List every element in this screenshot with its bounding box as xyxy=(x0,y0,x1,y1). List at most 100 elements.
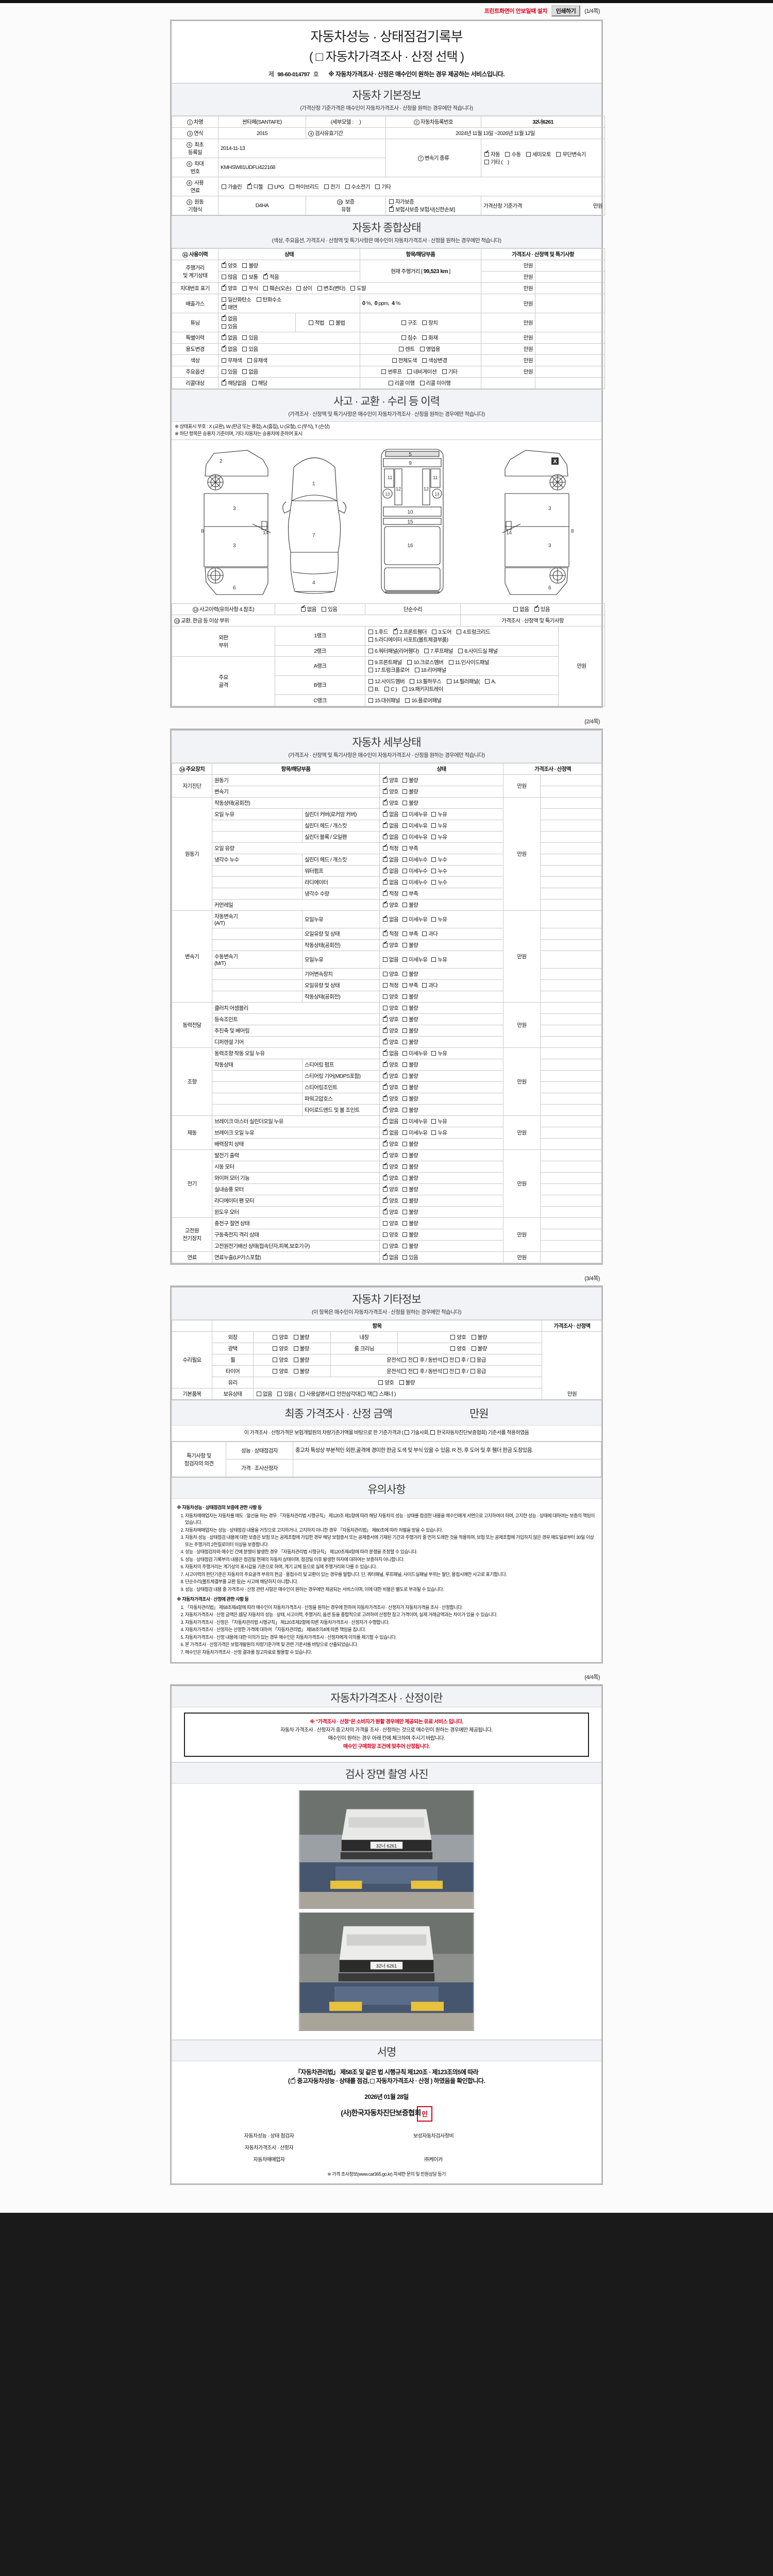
state-option[interactable]: 불량 xyxy=(401,1219,418,1227)
state-option[interactable]: 양호 xyxy=(382,1162,399,1171)
state-option[interactable]: 있음 xyxy=(401,1253,418,1261)
state-option[interactable]: 불량 xyxy=(401,1106,418,1114)
usechange-business[interactable]: 영업용 xyxy=(419,345,440,353)
state-option[interactable]: 불량 xyxy=(401,1140,418,1148)
state-option[interactable]: 누유 xyxy=(430,956,447,963)
frame-wheel-house[interactable]: 13.휠하우스 xyxy=(409,677,442,685)
mileage-normal[interactable]: 보통 xyxy=(241,273,258,281)
detail-remark-cell[interactable] xyxy=(540,865,603,877)
state-option[interactable]: 누수 xyxy=(430,867,447,875)
tuning-device[interactable]: 장치 xyxy=(421,319,438,327)
panel-hood[interactable]: 1.후드 xyxy=(367,628,388,636)
detail-remark-cell[interactable] xyxy=(540,910,603,928)
state-option[interactable]: 적정 xyxy=(382,929,399,938)
print-button[interactable]: 인쇄하기 xyxy=(551,5,581,16)
color-remark[interactable] xyxy=(534,354,606,366)
exterior-bad[interactable]: 불량 xyxy=(293,1333,309,1341)
detail-remark-cell[interactable] xyxy=(540,1217,603,1229)
state-option[interactable]: 양호 xyxy=(382,1072,399,1080)
state-option[interactable]: 양호 xyxy=(382,1174,399,1182)
emission-remark[interactable] xyxy=(534,294,606,313)
interior-bad[interactable]: 불량 xyxy=(470,1333,487,1341)
tuning-legal[interactable]: 적법 xyxy=(308,319,324,327)
detail-remark-cell[interactable] xyxy=(540,1024,603,1037)
state-option[interactable]: 불량 xyxy=(401,970,418,978)
detail-remark-cell[interactable] xyxy=(540,1058,603,1071)
state-option[interactable]: 없음 xyxy=(382,956,399,963)
panel-side-sill[interactable]: 8.사이드실 패널 xyxy=(457,647,498,655)
frame-pillar-c[interactable]: C ) xyxy=(383,686,397,692)
usechange-rent[interactable]: 렌트 xyxy=(398,345,415,353)
warranty-insurance[interactable]: 보험사보증 보험사[신한손보] xyxy=(388,205,455,213)
panel-front-fender[interactable]: 2.프론트휀더 xyxy=(392,628,427,636)
detail-remark-cell[interactable] xyxy=(540,1115,603,1127)
state-option[interactable]: 불량 xyxy=(401,1208,418,1216)
frame-package-tray[interactable]: 19.패키지트레이 xyxy=(401,685,443,693)
state-option[interactable]: 부족 xyxy=(401,844,418,852)
state-option[interactable]: 부족 xyxy=(401,930,418,938)
state-option[interactable]: 적정 xyxy=(382,889,399,897)
state-option[interactable]: 미세누유 xyxy=(401,810,428,818)
state-option[interactable]: 미세누유 xyxy=(401,822,428,829)
detail-remark-cell[interactable] xyxy=(540,887,603,900)
wheel-good[interactable]: 양호 xyxy=(272,1356,289,1364)
state-option[interactable]: 불량 xyxy=(401,941,418,949)
panel-radiator-support[interactable]: 5.라디에이터 서포트(볼트체결부품) xyxy=(367,636,448,643)
recall-done[interactable]: 리콜 이행 xyxy=(388,379,415,387)
detail-remark-cell[interactable] xyxy=(540,1183,603,1195)
possession-none[interactable]: 없음 xyxy=(256,1390,273,1398)
detail-remark-cell[interactable] xyxy=(540,853,603,866)
state-option[interactable]: 양호 xyxy=(382,970,399,978)
state-option[interactable]: 미세누수 xyxy=(401,867,428,875)
detail-remark-cell[interactable] xyxy=(540,939,603,951)
color-chromatic[interactable]: 유채색 xyxy=(246,357,267,364)
fuel-opt-diesel[interactable]: 디젤 xyxy=(246,182,263,191)
fuel-opt-electric[interactable]: 전기 xyxy=(323,183,340,191)
frame-front-panel[interactable]: 9.프론트패널 xyxy=(367,658,402,666)
detail-remark-cell[interactable] xyxy=(540,1047,603,1059)
state-option[interactable]: 양호 xyxy=(382,1140,399,1148)
detail-remark-cell[interactable] xyxy=(540,1138,603,1150)
trans-opt-cvt[interactable]: 무단변속기 xyxy=(555,150,586,158)
detail-remark-cell[interactable] xyxy=(540,1013,603,1025)
mileage-good[interactable]: 양호 xyxy=(221,261,238,269)
detail-remark-cell[interactable] xyxy=(540,927,603,940)
state-option[interactable]: 미세누유 xyxy=(401,1117,428,1125)
detail-remark-cell[interactable] xyxy=(540,1194,603,1207)
state-option[interactable]: 누수 xyxy=(430,878,447,886)
usechange-yes[interactable]: 있음 xyxy=(241,345,258,353)
detail-remark-cell[interactable] xyxy=(540,1160,603,1173)
law-opt-inspection[interactable]: 중고자동차성능 · 상태를 점검, xyxy=(297,2077,369,2085)
state-option[interactable]: 양호 xyxy=(382,1004,399,1012)
detail-remark-cell[interactable] xyxy=(540,1126,603,1139)
state-option[interactable]: 양호 xyxy=(382,1185,399,1193)
state-option[interactable]: 없음 xyxy=(382,855,399,863)
trans-opt-semiauto[interactable]: 세미오토 xyxy=(525,150,551,158)
state-option[interactable]: 미세누유 xyxy=(401,916,428,923)
detail-remark-cell[interactable] xyxy=(540,1206,603,1218)
simple-none[interactable]: 없음 xyxy=(512,605,529,613)
usechange-none[interactable]: 없음 xyxy=(221,345,238,353)
usechange-remark[interactable] xyxy=(534,343,606,355)
mileage-remark-1[interactable] xyxy=(534,260,606,272)
detail-remark-cell[interactable] xyxy=(540,968,603,980)
state-option[interactable]: 양호 xyxy=(382,1060,399,1069)
accident-yes[interactable]: 있음 xyxy=(321,605,338,613)
polish-good[interactable]: 양호 xyxy=(272,1345,289,1352)
vin-erased[interactable]: 도말 xyxy=(349,284,366,292)
wheel-bad[interactable]: 불량 xyxy=(293,1356,309,1364)
state-option[interactable]: 없음 xyxy=(382,1128,399,1137)
state-option[interactable]: 부족 xyxy=(401,981,418,989)
fuel-opt-lpg[interactable]: LPG xyxy=(267,184,284,190)
state-option[interactable]: 미세누유 xyxy=(401,956,428,963)
state-option[interactable]: 양호 xyxy=(382,1083,399,1091)
detail-remark-cell[interactable] xyxy=(540,950,603,969)
fuel-opt-hydrogen[interactable]: 수소전기 xyxy=(344,183,370,191)
tire-good[interactable]: 양호 xyxy=(272,1367,289,1375)
state-option[interactable]: 누유 xyxy=(430,833,447,841)
detail-remark-cell[interactable] xyxy=(540,796,603,809)
options-yes[interactable]: 있음 xyxy=(221,368,238,376)
tuning-yes[interactable]: 있음 xyxy=(221,323,293,330)
state-option[interactable]: 불량 xyxy=(401,1231,418,1239)
state-option[interactable]: 불량 xyxy=(401,1185,418,1193)
